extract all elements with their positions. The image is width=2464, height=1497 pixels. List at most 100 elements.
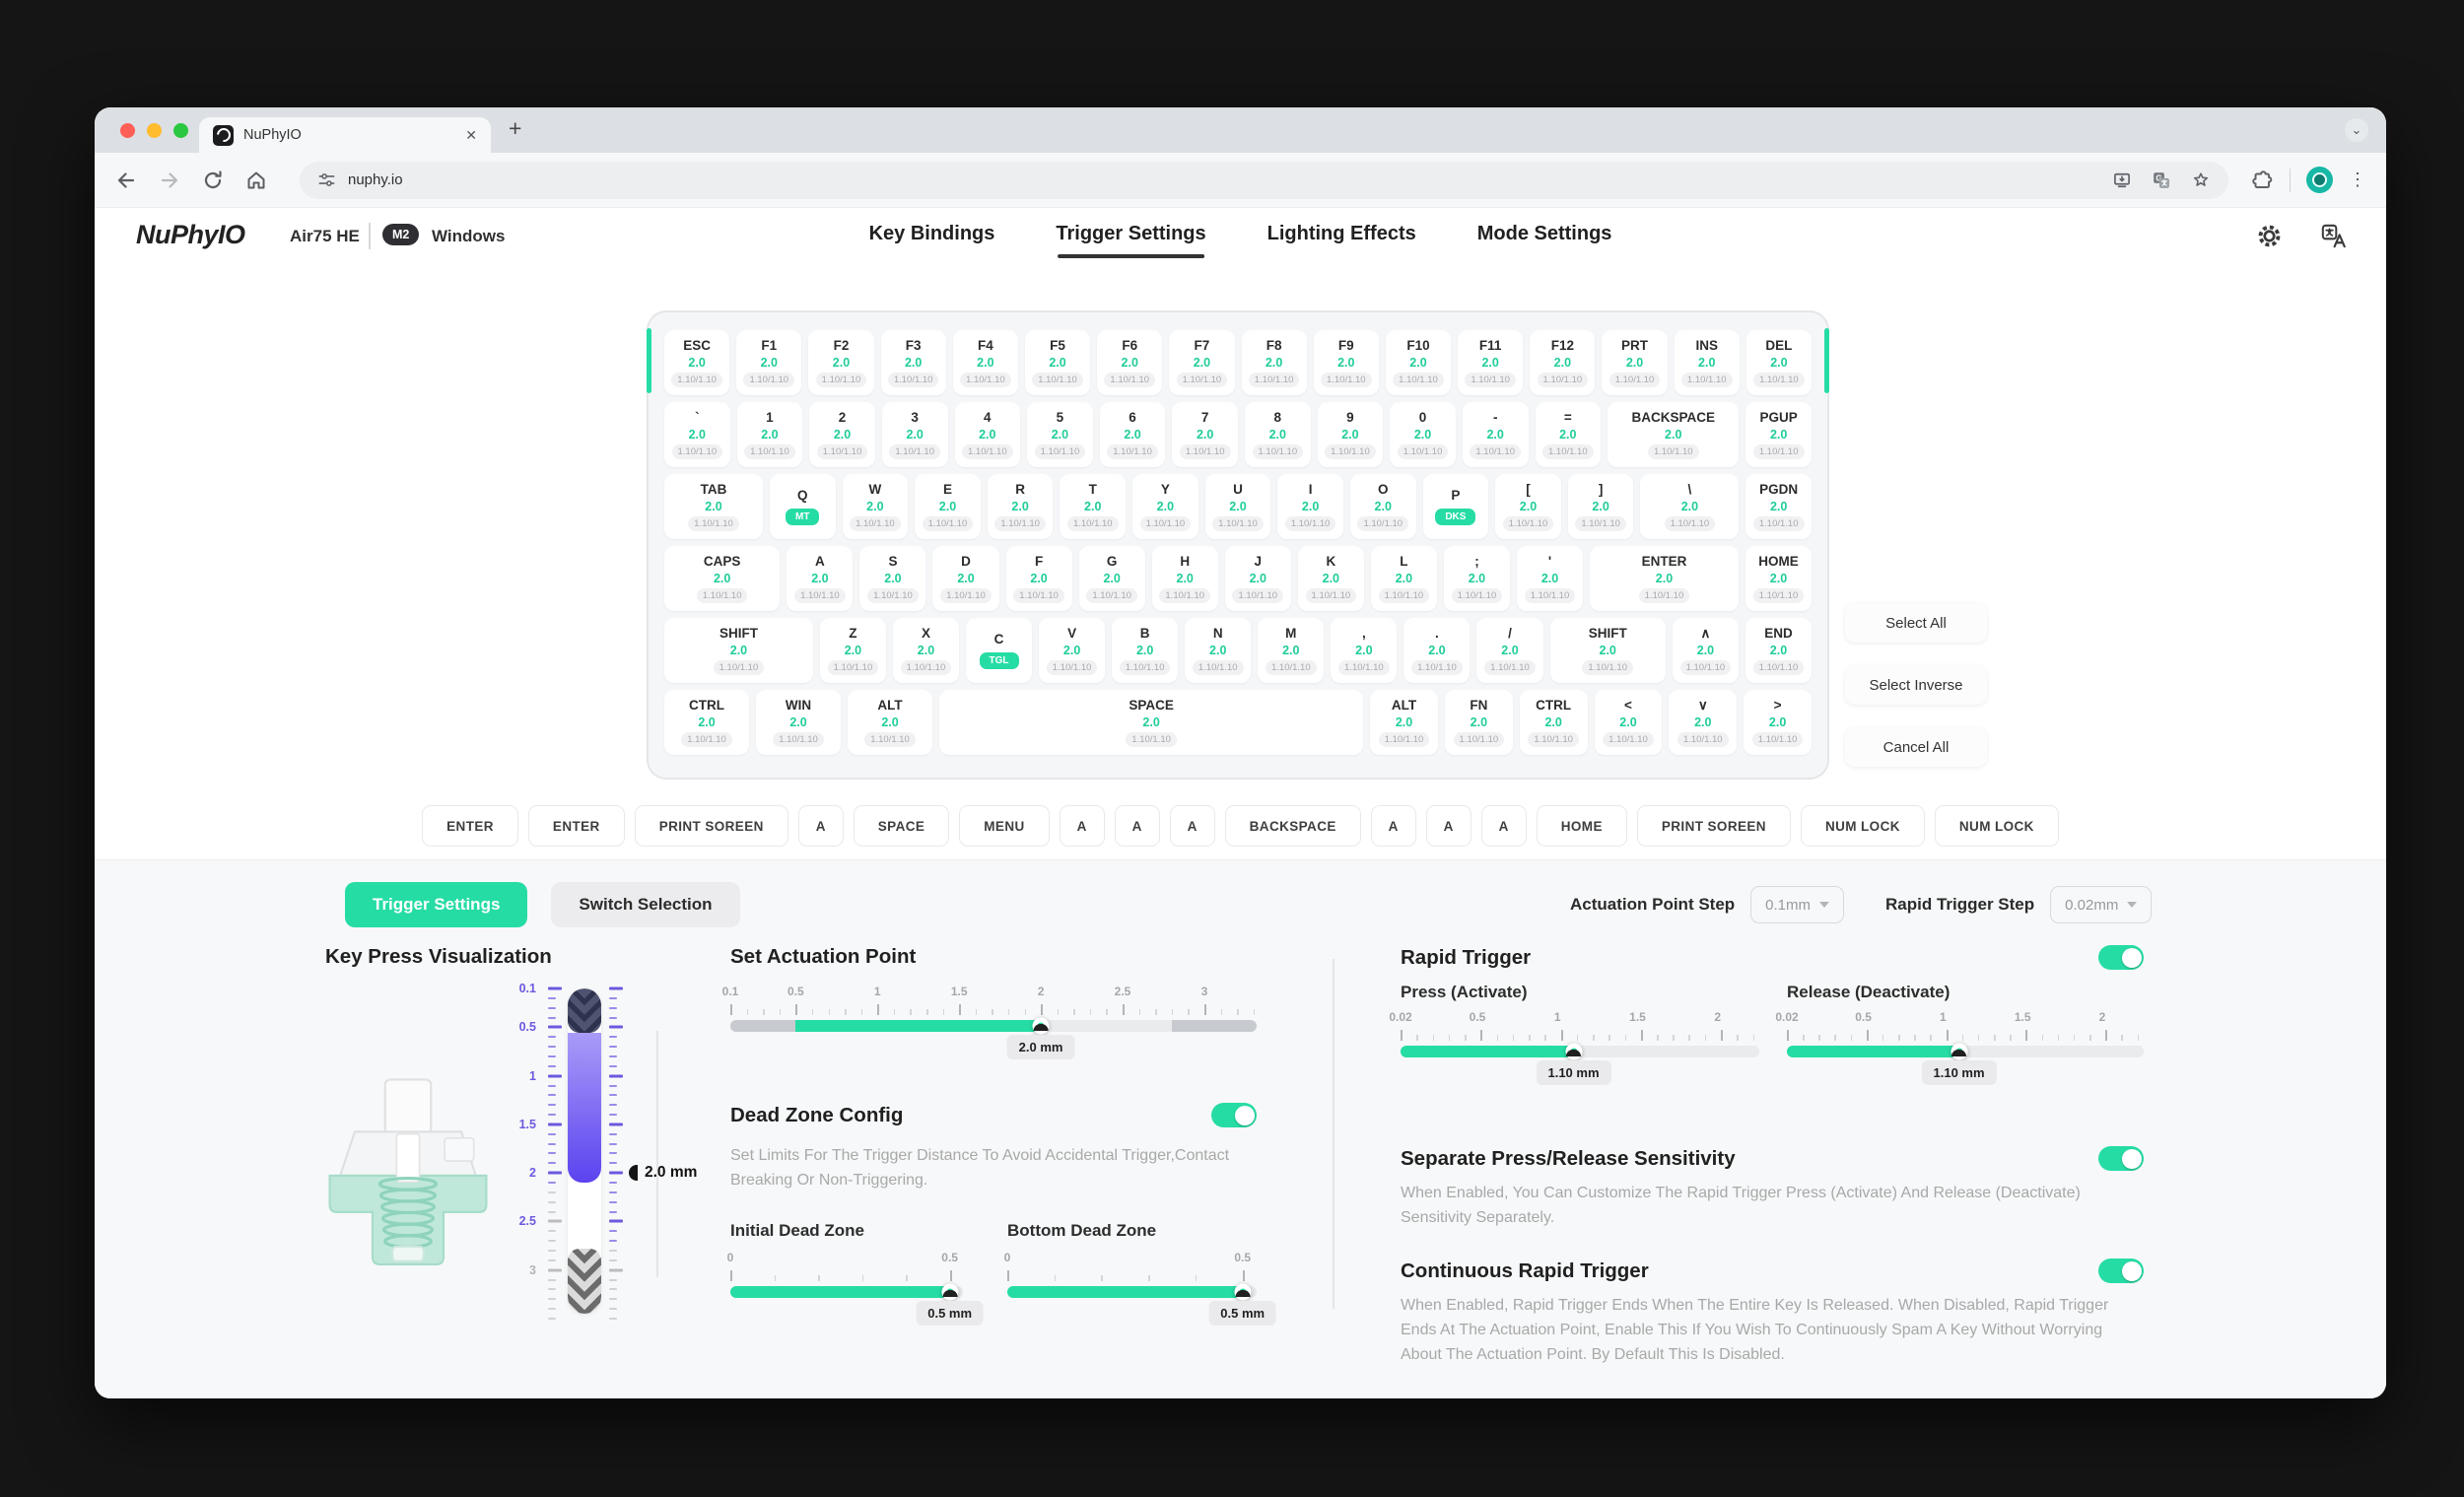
binding-key-button[interactable]: ENTER: [527, 805, 625, 847]
key-1[interactable]: 1 2.0 1.10/1.10: [736, 402, 803, 467]
key-f10[interactable]: F10 2.0 1.10/1.10: [1385, 330, 1452, 395]
key-arrow-left[interactable]: <2.0 1.10/1.10: [1594, 690, 1663, 755]
key-8[interactable]: 8 2.0 1.10/1.10: [1245, 402, 1311, 467]
actuation-point-slider[interactable]: 0.1 0.5 1 1.5 2 2.5 3 2.0 mm: [722, 985, 1257, 1079]
close-window-button[interactable]: [120, 123, 135, 138]
key-w[interactable]: W 2.0 1.10/1.10: [842, 474, 909, 539]
binding-key-button[interactable]: A: [1114, 805, 1160, 847]
new-tab-button[interactable]: +: [509, 115, 522, 141]
key-shift[interactable]: SHIFT 2.0 1.10/1.10: [664, 618, 813, 683]
key-5[interactable]: 5 2.0 1.10/1.10: [1027, 402, 1093, 467]
zoom-window-button[interactable]: [173, 123, 188, 138]
key-n[interactable]: N 2.0 1.10/1.10: [1185, 618, 1252, 683]
binding-key-button[interactable]: PRINT SOREEN: [1636, 805, 1791, 847]
key-arrow-up[interactable]: ∧ 2.0 1.10/1.10: [1672, 618, 1739, 683]
key-f5[interactable]: F5 2.0 1.10/1.10: [1024, 330, 1091, 395]
site-info-icon[interactable]: [317, 170, 336, 189]
key-ctrl[interactable]: CTRL 2.0 1.10/1.10: [664, 690, 750, 755]
binding-key-button[interactable]: A: [1370, 805, 1416, 847]
key-v[interactable]: V 2.0 1.10/1.10: [1039, 618, 1106, 683]
minimize-window-button[interactable]: [147, 123, 162, 138]
tab-trigger-settings[interactable]: Trigger Settings: [1056, 223, 1206, 258]
key-del[interactable]: DEL 2.0 1.10/1.10: [1745, 330, 1812, 395]
bookmark-star-icon[interactable]: [2191, 170, 2211, 190]
key-f1[interactable]: F1 2.0 1.10/1.10: [736, 330, 802, 395]
key-i[interactable]: I 2.0 1.10/1.10: [1277, 474, 1343, 539]
key-backslash[interactable]: \ 2.0 1.10/1.10: [1640, 474, 1740, 539]
translate-page-icon[interactable]: G: [2152, 170, 2171, 190]
key-lbracket[interactable]: [2.0 1.10/1.10: [1495, 474, 1561, 539]
select-inverse-button[interactable]: Select Inverse: [1845, 665, 1987, 705]
separate-sensitivity-toggle[interactable]: [2098, 1146, 2144, 1171]
url-text[interactable]: nuphy.io: [348, 171, 403, 188]
key-r[interactable]: R 2.0 1.10/1.10: [987, 474, 1054, 539]
key-z[interactable]: Z 2.0 1.10/1.10: [819, 618, 886, 683]
key-tab[interactable]: TAB 2.0 1.10/1.10: [664, 474, 763, 539]
tab-search-icon[interactable]: ⌄: [2345, 118, 2368, 142]
key-home[interactable]: HOME 2.0 1.10/1.10: [1745, 546, 1812, 611]
install-app-icon[interactable]: [2112, 170, 2132, 190]
key-pgdn[interactable]: PGDN 2.0 1.10/1.10: [1745, 474, 1812, 539]
key-arrow-right[interactable]: >2.0 1.10/1.10: [1744, 690, 1812, 755]
key-slash[interactable]: / 2.0 1.10/1.10: [1476, 618, 1543, 683]
binding-key-button[interactable]: A: [1059, 805, 1105, 847]
key-comma[interactable]: , 2.0 1.10/1.10: [1331, 618, 1398, 683]
key-end[interactable]: END 2.0 1.10/1.10: [1745, 618, 1812, 683]
release-sensitivity-slider[interactable]: 0.02 0.5 1 1.5 2 1.10 mm: [1775, 1010, 2144, 1105]
key-x[interactable]: X 2.0 1.10/1.10: [892, 618, 960, 683]
continuous-rapid-trigger-toggle[interactable]: [2098, 1259, 2144, 1283]
key-shift-right[interactable]: SHIFT 2.0 1.10/1.10: [1549, 618, 1666, 683]
key-space[interactable]: SPACE 2.0 1.10/1.10: [939, 690, 1364, 755]
key-f11[interactable]: F11 2.0 1.10/1.10: [1458, 330, 1524, 395]
binding-key-button[interactable]: HOME: [1536, 805, 1627, 847]
bottom-dead-zone-slider[interactable]: 0 0.5 0.5 mm: [1004, 1251, 1277, 1345]
key-o[interactable]: O 2.0 1.10/1.10: [1349, 474, 1416, 539]
key-f6[interactable]: F6 2.0 1.10/1.10: [1097, 330, 1163, 395]
binding-key-button[interactable]: BACKSPACE: [1224, 805, 1361, 847]
cancel-all-button[interactable]: Cancel All: [1845, 727, 1987, 767]
tab-mode-settings[interactable]: Mode Settings: [1476, 223, 1612, 244]
key-6[interactable]: 6 2.0 1.10/1.10: [1099, 402, 1166, 467]
binding-key-button[interactable]: A: [797, 805, 844, 847]
key-f2[interactable]: F2 2.0 1.10/1.10: [808, 330, 874, 395]
key-minus[interactable]: - 2.0 1.10/1.10: [1462, 402, 1529, 467]
key-9[interactable]: 9 2.0 1.10/1.10: [1317, 402, 1384, 467]
trigger-settings-tab[interactable]: Trigger Settings: [345, 882, 528, 927]
browser-menu-icon[interactable]: ⋮: [2349, 170, 2366, 189]
key-j[interactable]: J 2.0 1.10/1.10: [1224, 546, 1291, 611]
key-f3[interactable]: F3 2.0 1.10/1.10: [880, 330, 946, 395]
key-pgup[interactable]: PGUP 2.0 1.10/1.10: [1745, 402, 1812, 467]
browser-tab[interactable]: NuPhyIO ✕: [199, 117, 491, 153]
key-h[interactable]: H 2.0 1.10/1.10: [1151, 546, 1218, 611]
key-win[interactable]: WIN 2.0 1.10/1.10: [756, 690, 842, 755]
rapid-step-dropdown[interactable]: 0.02mm: [2050, 886, 2153, 923]
key-k[interactable]: K 2.0 1.10/1.10: [1297, 546, 1364, 611]
key-arrow-down[interactable]: ∨ 2.0 1.10/1.10: [1669, 690, 1738, 755]
key-2[interactable]: 2 2.0 1.10/1.10: [809, 402, 875, 467]
binding-key-button[interactable]: NUM LOCK: [1934, 805, 2059, 847]
key-0[interactable]: 0 2.0 1.10/1.10: [1390, 402, 1456, 467]
close-tab-icon[interactable]: ✕: [465, 126, 477, 143]
key-d[interactable]: D 2.0 1.10/1.10: [932, 546, 999, 611]
key-g[interactable]: G 2.0 1.10/1.10: [1078, 546, 1145, 611]
key-semicolon[interactable]: ; 2.0 1.10/1.10: [1443, 546, 1510, 611]
key-ins[interactable]: INS 2.0 1.10/1.10: [1674, 330, 1740, 395]
key-f9[interactable]: F9 2.0 1.10/1.10: [1313, 330, 1379, 395]
key-3[interactable]: 3 2.0 1.10/1.10: [881, 402, 948, 467]
url-bar[interactable]: nuphy.io G: [300, 161, 2228, 199]
key-alt[interactable]: ALT 2.0 1.10/1.10: [848, 690, 933, 755]
binding-key-button[interactable]: SPACE: [853, 805, 950, 847]
key-esc[interactable]: ESC 2.0 1.10/1.10: [664, 330, 730, 395]
key-b[interactable]: B 2.0 1.10/1.10: [1112, 618, 1179, 683]
key-alt-right[interactable]: ALT 2.0 1.10/1.10: [1370, 690, 1438, 755]
key-enter[interactable]: ENTER 2.0 1.10/1.10: [1590, 546, 1739, 611]
binding-key-button[interactable]: A: [1425, 805, 1472, 847]
key-u[interactable]: U 2.0 1.10/1.10: [1204, 474, 1271, 539]
key-ctrl-right[interactable]: CTRL 2.0 1.10/1.10: [1519, 690, 1588, 755]
tab-key-bindings[interactable]: Key Bindings: [868, 223, 995, 244]
key-y[interactable]: Y 2.0 1.10/1.10: [1132, 474, 1198, 539]
rapid-trigger-toggle[interactable]: [2098, 945, 2144, 970]
key-l[interactable]: L 2.0 1.10/1.10: [1370, 546, 1437, 611]
select-all-button[interactable]: Select All: [1845, 603, 1987, 643]
extensions-icon[interactable]: [2250, 169, 2274, 192]
